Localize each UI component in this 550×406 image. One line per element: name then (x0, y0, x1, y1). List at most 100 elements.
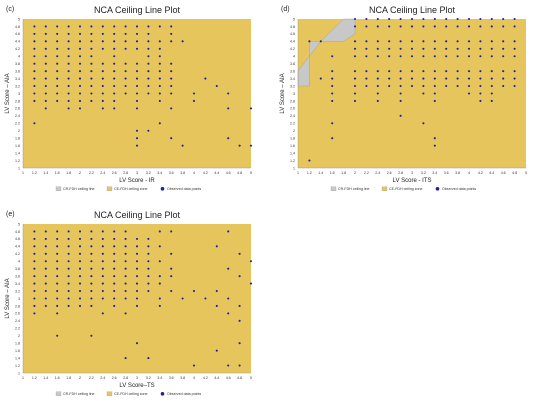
data-point (78, 252, 82, 255)
data-point (158, 245, 161, 248)
data-point (147, 245, 150, 248)
data-point (388, 25, 391, 28)
data-point (90, 252, 93, 255)
data-point (238, 275, 241, 278)
x-tick-label: 4.4 (489, 171, 494, 175)
data-point (399, 92, 402, 95)
y-tick-label: 4.2 (290, 47, 295, 51)
data-point (113, 107, 116, 110)
data-point (135, 267, 139, 270)
data-point (147, 357, 150, 360)
data-point (56, 99, 59, 102)
data-point (101, 92, 104, 95)
data-point (56, 92, 59, 95)
data-point (135, 85, 139, 88)
y-tick-label: 3.2 (290, 84, 295, 88)
y-tick-label: 3.6 (290, 69, 295, 73)
y-tick-label: 1.4 (290, 151, 295, 155)
data-point (445, 70, 448, 73)
data-point (410, 70, 414, 73)
data-point (101, 25, 104, 28)
data-point (479, 85, 482, 88)
data-point (113, 85, 116, 88)
x-tick-label: 4.8 (512, 171, 517, 175)
y-tick-label: 2.6 (15, 312, 20, 316)
data-point (467, 55, 471, 58)
data-point (215, 349, 218, 352)
data-point (147, 267, 150, 270)
data-point (33, 304, 36, 307)
data-point (56, 47, 59, 50)
data-point (113, 55, 116, 58)
legend-swatch (330, 186, 337, 191)
data-point (433, 77, 436, 80)
data-point (227, 267, 230, 270)
data-point (124, 92, 127, 95)
data-point (227, 364, 230, 367)
data-point (331, 99, 334, 102)
data-point (67, 245, 70, 248)
legend-swatch (435, 187, 440, 191)
data-point (170, 275, 173, 278)
data-point (113, 297, 116, 300)
data-point (78, 62, 82, 65)
data-point (44, 92, 47, 95)
data-point (365, 85, 368, 88)
data-point (170, 32, 173, 35)
data-point (227, 297, 230, 300)
data-point (331, 70, 334, 73)
data-point (67, 275, 70, 278)
x-tick-label: 4.2 (478, 171, 483, 175)
data-point (433, 17, 436, 21)
legend-swatch (106, 391, 113, 396)
x-tick-label: 1.6 (55, 171, 60, 175)
y-tick-label: 4 (18, 55, 20, 59)
data-point (433, 92, 436, 95)
x-tick-label: 2.6 (112, 171, 117, 175)
data-point (90, 99, 93, 102)
data-point (410, 40, 414, 43)
data-point (67, 290, 70, 293)
legend-swatch (160, 187, 165, 191)
data-point (78, 85, 82, 88)
data-point (490, 47, 493, 50)
data-point (467, 40, 471, 43)
data-point (101, 290, 104, 293)
data-point (135, 70, 139, 73)
data-point (170, 92, 173, 95)
data-point (44, 290, 47, 293)
data-point (90, 267, 93, 270)
data-point (331, 92, 334, 95)
data-point (513, 25, 516, 28)
data-point (192, 92, 196, 95)
data-point (376, 70, 379, 73)
data-point (135, 77, 139, 80)
x-tick-label: 3.8 (180, 376, 185, 380)
data-point (33, 62, 36, 65)
data-point (365, 77, 368, 80)
data-point (90, 297, 93, 300)
y-tick-label: 4.4 (290, 40, 295, 44)
data-point (101, 85, 104, 88)
data-point (158, 92, 161, 95)
data-point (158, 62, 161, 65)
data-point (479, 17, 482, 21)
data-point (44, 25, 47, 28)
data-point (78, 47, 82, 50)
data-point (399, 99, 402, 102)
data-point (78, 304, 82, 307)
data-point (331, 85, 334, 88)
x-tick-label: 1.6 (55, 376, 60, 380)
data-point (147, 275, 150, 278)
x-tick-label: 3.2 (421, 171, 426, 175)
y-tick-label: 2.2 (15, 327, 20, 331)
cr-fdh-ceiling-region (297, 18, 356, 87)
data-point (135, 129, 139, 132)
data-point (456, 25, 459, 28)
data-point (67, 62, 70, 65)
x-tick-label: 4.2 (203, 171, 208, 175)
data-point (479, 55, 482, 58)
x-tick-label: 1.8 (341, 171, 346, 175)
data-point (479, 47, 482, 50)
y-tick-label: 4.8 (290, 25, 295, 29)
